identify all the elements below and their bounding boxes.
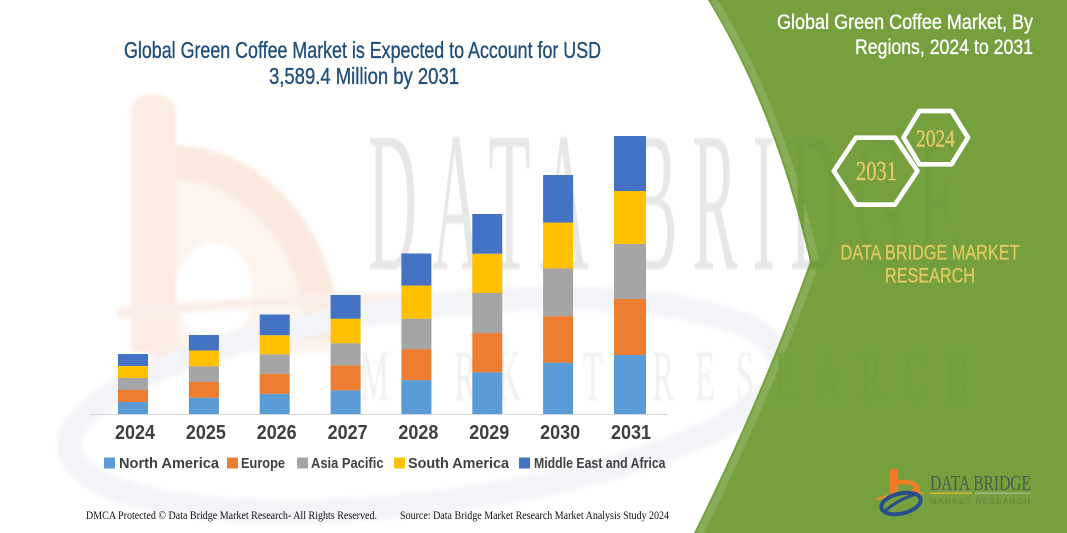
svg-text:2030: 2030 (540, 421, 580, 444)
svg-text:2025: 2025 (186, 421, 226, 444)
svg-text:Europe: Europe (241, 455, 285, 472)
svg-text:Source: Data Bridge Market Res: Source: Data Bridge Market Research Mark… (400, 508, 669, 522)
svg-text:DATA BRIDGE MARKET: DATA BRIDGE MARKET (841, 241, 1020, 265)
svg-text:RESEARCH: RESEARCH (885, 264, 975, 288)
svg-text:Global Green Coffee Market, By: Global Green Coffee Market, By (777, 11, 1033, 34)
svg-text:South America: South America (408, 455, 510, 472)
svg-text:Middle East and Africa: Middle East and Africa (534, 455, 666, 472)
svg-text:Global Green Coffee Market is: Global Green Coffee Market is Expected t… (124, 37, 601, 63)
svg-text:Asia Pacific: Asia Pacific (311, 455, 384, 472)
svg-text:2031: 2031 (611, 421, 651, 444)
svg-text:DATA BRIDGE: DATA BRIDGE (930, 471, 1031, 495)
svg-text:Regions, 2024 to 2031: Regions, 2024 to 2031 (855, 36, 1033, 59)
svg-text:North America: North America (119, 455, 220, 472)
svg-text:DMCA Protected © Data Bridge M: DMCA Protected © Data Bridge Market Rese… (86, 508, 377, 522)
svg-text:2024: 2024 (916, 126, 955, 153)
svg-text:2031: 2031 (856, 156, 897, 186)
svg-text:2027: 2027 (328, 421, 368, 444)
svg-text:2029: 2029 (469, 421, 509, 444)
svg-text:MARKET RESEARCH: MARKET RESEARCH (930, 497, 1030, 506)
svg-text:2028: 2028 (398, 421, 438, 444)
svg-text:3,589.4 Million by 2031: 3,589.4 Million by 2031 (269, 63, 459, 89)
svg-text:2026: 2026 (257, 421, 297, 444)
svg-text:2024: 2024 (115, 421, 156, 444)
